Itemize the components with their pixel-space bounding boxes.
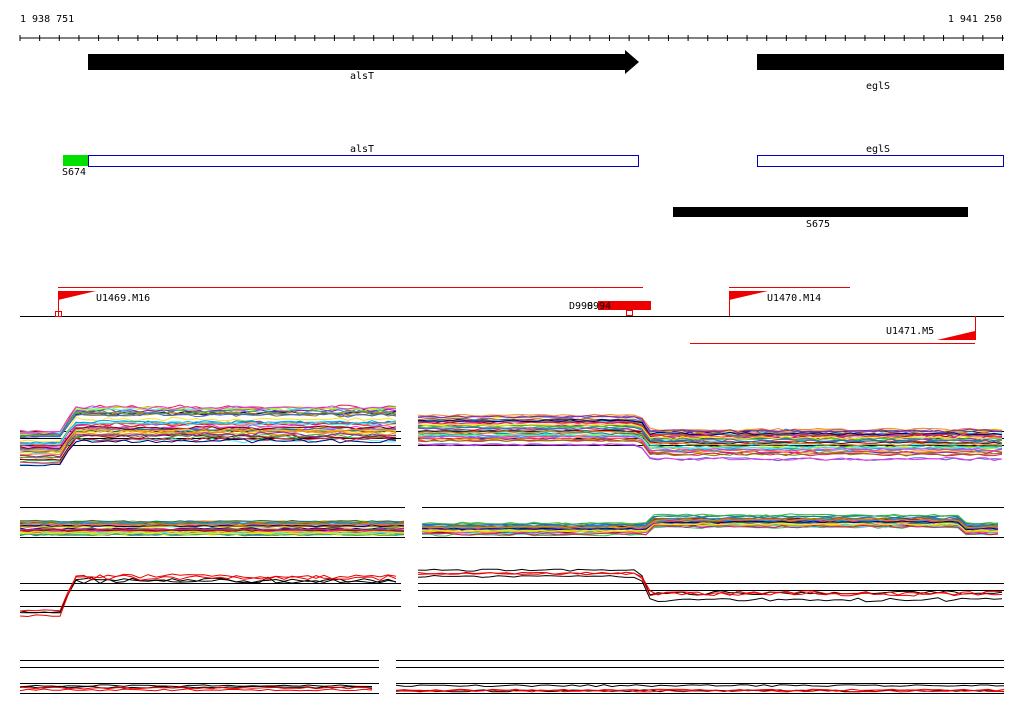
feature-label: S675 [806, 219, 830, 230]
trace [19, 428, 397, 453]
trace [395, 689, 1005, 693]
transcript-label: eglS [866, 144, 890, 155]
trace [19, 435, 397, 463]
trace [395, 684, 1005, 688]
trace [417, 439, 1003, 457]
trace [417, 429, 1003, 445]
trace [19, 522, 405, 526]
trace [417, 568, 1003, 596]
trace [421, 522, 999, 533]
trace [417, 423, 1003, 440]
transcript-box [757, 155, 1004, 167]
gene-arrow [625, 50, 639, 74]
trace [19, 431, 397, 458]
transcript-label: alsT [350, 144, 374, 155]
trace [19, 425, 397, 449]
trace [422, 524, 999, 536]
gene-bar [757, 54, 1004, 70]
trace [417, 430, 1003, 447]
trace [19, 577, 397, 614]
promoter-flag [729, 291, 768, 300]
ruler-start: 1 938 751 [20, 14, 74, 25]
transcript-track: S674 alsT eglS S675 [62, 144, 1004, 230]
trace [19, 424, 397, 448]
trace [417, 430, 1003, 447]
trace [19, 430, 397, 456]
trace [421, 524, 999, 536]
promoter-box [598, 301, 651, 310]
gene-label: alsT [350, 71, 374, 82]
feature-box [63, 155, 88, 166]
trace [395, 688, 1005, 692]
promoter-label: U1471.M5 [886, 326, 934, 337]
trace [19, 686, 373, 690]
trace [19, 685, 373, 689]
trace [19, 524, 405, 528]
trace [417, 435, 1003, 452]
trace [19, 420, 397, 445]
gene-track: alsT eglS [88, 50, 1004, 92]
trace [19, 405, 397, 434]
trace [417, 419, 1003, 437]
trace [19, 528, 405, 532]
transcript-box [88, 155, 639, 167]
trace [417, 571, 1003, 596]
ruler-end: 1 941 250 [948, 14, 1002, 25]
trace [417, 436, 1003, 454]
ruler: 1 938 751 1 941 250 [19, 14, 1004, 41]
trace [19, 688, 373, 692]
trace [417, 415, 1003, 434]
promoter-mark [55, 311, 62, 317]
gene-label: eglS [866, 81, 890, 92]
trace [19, 434, 397, 461]
trace [417, 443, 1003, 462]
trace [19, 412, 397, 439]
promoter-label: S994 [587, 301, 611, 312]
promoter-flag [58, 291, 96, 300]
feature-bar [673, 207, 968, 217]
trace [417, 419, 1003, 437]
trace [19, 574, 397, 618]
trace [19, 530, 405, 534]
trace [19, 416, 397, 443]
trace [421, 518, 999, 529]
trace [19, 523, 405, 527]
expression-panels [19, 404, 1005, 694]
promoter-flag [937, 331, 975, 340]
trace [20, 531, 405, 535]
trace [421, 513, 999, 525]
promoter-label: U1470.M14 [767, 293, 821, 304]
trace [417, 428, 1003, 444]
feature-label: S674 [62, 167, 86, 178]
trace [19, 684, 373, 688]
trace [19, 419, 397, 444]
promoter-mark [626, 310, 633, 316]
trace [19, 576, 397, 614]
trace [417, 574, 1003, 603]
promoter-track: U1469.M16 D990 S994 U1470.M14 U1471.M5 [20, 287, 1004, 344]
trace [20, 438, 397, 467]
promoter-label: D990 [569, 301, 593, 312]
trace [19, 405, 397, 433]
promoter-label: U1469.M16 [96, 293, 150, 304]
gene-bar [88, 54, 625, 70]
